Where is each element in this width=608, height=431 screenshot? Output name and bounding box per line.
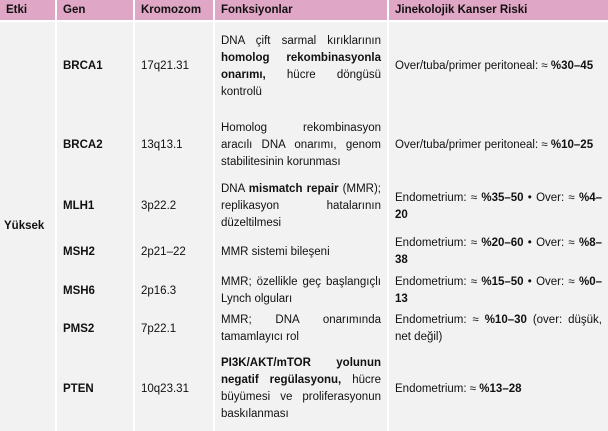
risk-text: Endometrium: ≈ %10–30 (over: düşük, net … bbox=[395, 314, 602, 343]
col-header-fonksiyonlar: Fonksiyonlar bbox=[215, 0, 389, 22]
chromosome-cell: 13q13.1 bbox=[135, 111, 215, 180]
risk-text: Endometrium: ≈ %13–28 bbox=[395, 382, 522, 395]
col-header-kromozom: Kromozom bbox=[135, 0, 215, 22]
function-text: MMR; DNA onarımında tamamlayıcı rol bbox=[221, 314, 381, 343]
function-text: DNA mismatch repair (MMR); replikasyon h… bbox=[221, 183, 382, 229]
function-cell: MMR; DNA onarımında tamamlayıcı rol bbox=[215, 311, 389, 347]
function-text: PI3K/AKT/mTOR yolunun negatif regülasyon… bbox=[221, 357, 381, 420]
gene-cell-msh6: MSH6 bbox=[57, 271, 135, 311]
gene-cell-msh2: MSH2 bbox=[57, 233, 135, 271]
gene-cell-pms2: PMS2 bbox=[57, 311, 135, 347]
risk-cell: Over/tuba/primer peritoneal: ≈ %10–25 bbox=[389, 111, 608, 180]
function-cell: MMR; özellikle geç başlangıçlı Lynch olg… bbox=[215, 271, 389, 311]
risk-text: Over/tuba/primer peritoneal: ≈ %10–25 bbox=[395, 139, 594, 151]
function-cell: PI3K/AKT/mTOR yolunun negatif regülasyon… bbox=[215, 347, 389, 431]
function-text: DNA çift sarmal kırıklarının homolog rek… bbox=[221, 34, 381, 98]
col-header-jinekolojik-kanser-riski: Jinekolojik Kanser Riski bbox=[389, 0, 608, 22]
gene-cell-brca2: BRCA2 bbox=[57, 111, 135, 180]
risk-cell: Endometrium: ≈ %10–30 (over: düşük, net … bbox=[389, 311, 608, 347]
risk-text: Endometrium: ≈ %20–60 • Over: ≈ %8–38 bbox=[395, 237, 602, 266]
col-header-etki: Etki bbox=[0, 0, 57, 22]
risk-cell: Endometrium: ≈ %20–60 • Over: ≈ %8–38 bbox=[389, 233, 608, 271]
risk-text: Endometrium: ≈ %35–50 • Over: ≈ %4–20 bbox=[395, 191, 602, 221]
risk-cell: Endometrium: ≈ %15–50 • Over: ≈ %0–13 bbox=[389, 271, 608, 311]
function-cell: Homolog rekombinasyon aracılı DNA onarım… bbox=[215, 111, 389, 180]
chromosome-cell: 3p22.2 bbox=[135, 180, 215, 233]
gene-cell-mlh1: MLH1 bbox=[57, 180, 135, 233]
gene-cell-pten: PTEN bbox=[57, 347, 135, 431]
etki-group-cell-yuksek: Yüksek bbox=[0, 22, 57, 431]
risk-text: Endometrium: ≈ %15–50 • Over: ≈ %0–13 bbox=[395, 276, 602, 305]
chromosome-cell: 17q21.31 bbox=[135, 22, 215, 111]
function-text: MMR sistemi bileşeni bbox=[221, 245, 330, 258]
risk-cell: Endometrium: ≈ %13–28 bbox=[389, 347, 608, 431]
chromosome-cell: 7p22.1 bbox=[135, 311, 215, 347]
function-cell: DNA çift sarmal kırıklarının homolog rek… bbox=[215, 22, 389, 111]
risk-cell: Endometrium: ≈ %35–50 • Over: ≈ %4–20 bbox=[389, 180, 608, 233]
col-header-gen: Gen bbox=[57, 0, 135, 22]
chromosome-cell: 10q23.31 bbox=[135, 347, 215, 431]
risk-cell: Over/tuba/primer peritoneal: ≈ %30–45 bbox=[389, 22, 608, 111]
function-cell: MMR sistemi bileşeni bbox=[215, 233, 389, 271]
function-cell: DNA mismatch repair (MMR); replikasyon h… bbox=[215, 180, 389, 233]
risk-text: Over/tuba/primer peritoneal: ≈ %30–45 bbox=[395, 60, 594, 72]
chromosome-cell: 2p16.3 bbox=[135, 271, 215, 311]
function-text: Homolog rekombinasyon aracılı DNA onarım… bbox=[221, 122, 381, 168]
gene-cell-brca1: BRCA1 bbox=[57, 22, 135, 111]
chromosome-cell: 2p21–22 bbox=[135, 233, 215, 271]
function-text: MMR; özellikle geç başlangıçlı Lynch olg… bbox=[221, 276, 381, 305]
